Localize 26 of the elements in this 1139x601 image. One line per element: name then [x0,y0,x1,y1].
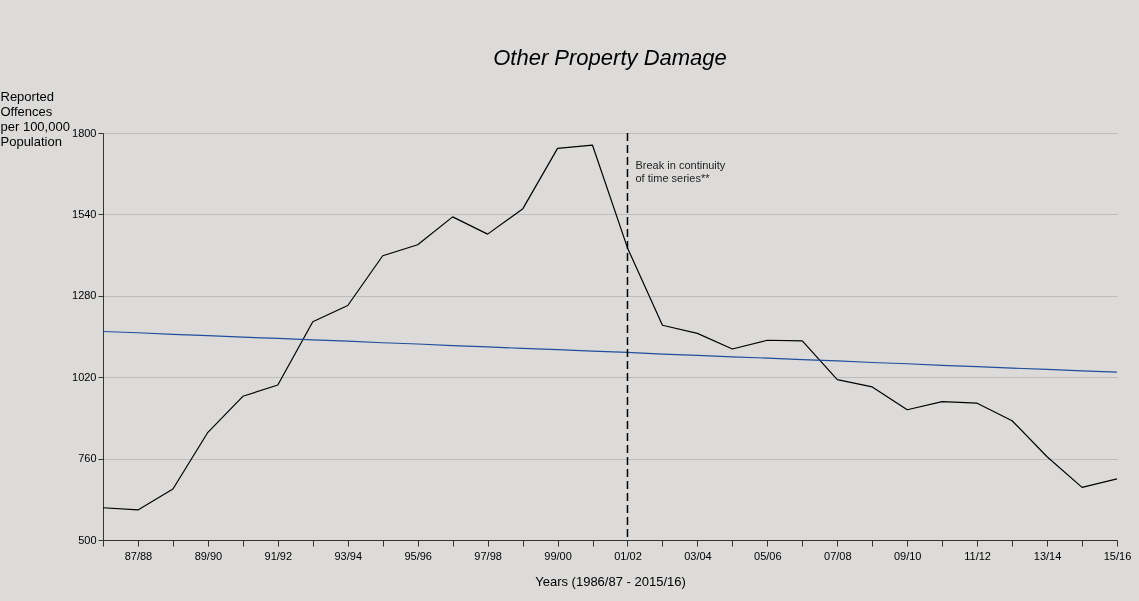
y-axis-title: Reported Offences per 100,000 Population [0,88,70,149]
x-tick-label: 11/12 [964,549,991,562]
x-tick-label: 89/90 [194,549,223,562]
x-tick-label: 13/14 [1033,549,1062,562]
y-tick-label: 1800 [72,126,97,139]
x-tick-label: 07/08 [824,549,852,562]
y-tick-label: 1540 [72,207,97,220]
x-tick-label: 05/06 [754,549,782,562]
x-tick-label: 15/16 [1103,549,1132,562]
y-tick-label: 760 [78,452,97,465]
x-tick-label: 03/04 [684,549,712,562]
line-series [102,330,1118,373]
x-axis-title: Years (1986/87 - 2015/16) [535,573,686,589]
ref-line-label: Break in continuity of time series** [635,159,726,184]
x-tick-label: 91/92 [264,549,293,562]
x-tick-label: 87/88 [124,549,153,562]
x-tick-label: 09/10 [893,549,922,562]
x-tick-label: 95/96 [404,549,432,562]
chart-title: Other Property Damage [493,45,727,70]
x-tick-label: 01/02 [614,549,642,562]
x-tick-label: 99/00 [544,549,572,562]
y-tick-label: 1280 [72,289,97,302]
x-tick-label: 93/94 [334,549,363,562]
y-tick-label: 500 [78,533,97,546]
y-tick-label: 1020 [72,370,97,383]
x-tick-label: 97/98 [474,549,502,562]
